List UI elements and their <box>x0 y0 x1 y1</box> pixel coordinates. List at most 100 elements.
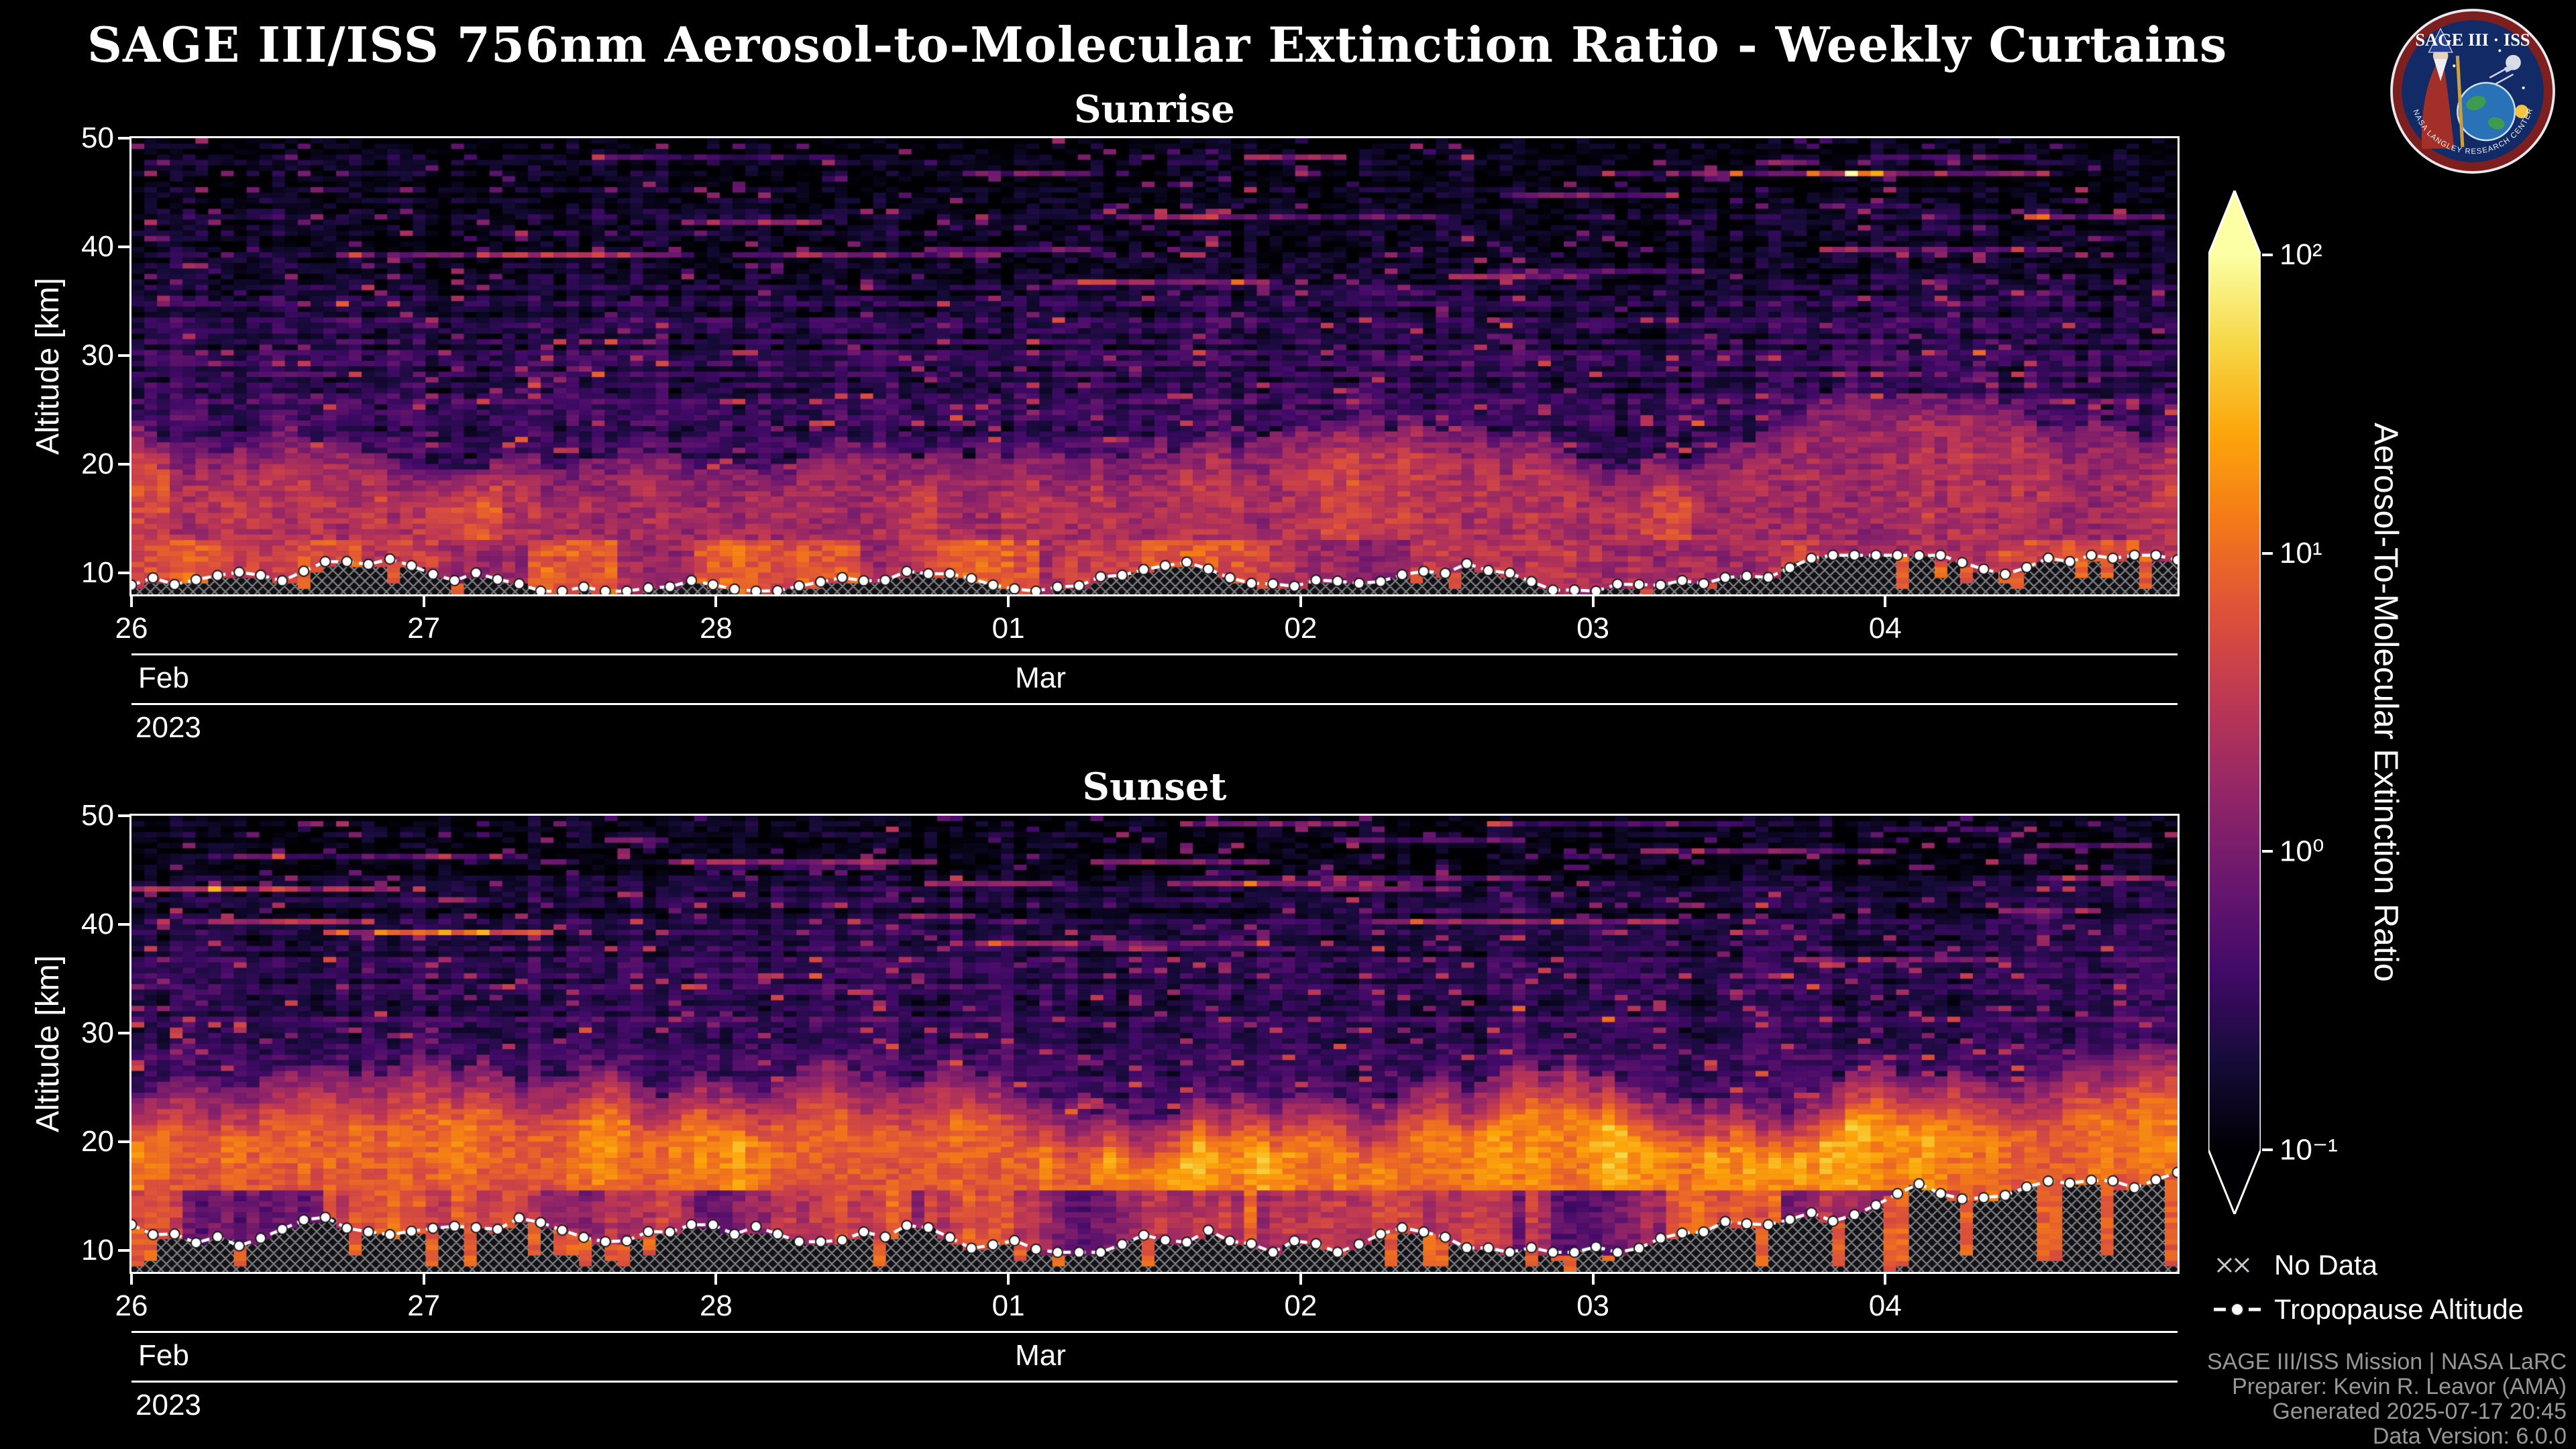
y-tick-mark <box>118 1140 131 1143</box>
y-tick-mark <box>118 354 131 357</box>
y-tick-label: 40 <box>81 229 114 263</box>
legend-label: No Data <box>2274 1249 2378 1281</box>
panel-title: Sunrise <box>1074 87 1235 131</box>
footer-line: Generated 2025-07-17 20:45 <box>2272 1399 2567 1424</box>
x-tick-label: 02 <box>1284 612 1318 645</box>
y-axis-label: Altitude [km] <box>30 277 66 455</box>
y-tick-label: 30 <box>81 338 114 372</box>
footer-line: SAGE III/ISS Mission | NASA LaRC <box>2206 1349 2567 1375</box>
panel-title: Sunset <box>1082 765 1227 809</box>
sunset-panel: Sunset Altitude [km] 2023 10 20 30 40 50 26 27… <box>0 763 2576 1429</box>
y-tick-mark <box>118 814 131 817</box>
x-tick-mark <box>1591 596 1595 607</box>
month-label: Feb <box>138 661 189 694</box>
x-tick-mark <box>1884 1274 1887 1285</box>
date-axis-separator <box>131 653 2178 655</box>
y-tick-label: 10 <box>81 555 114 589</box>
x-tick-label: 04 <box>1868 1289 1902 1322</box>
patch-star <box>2453 64 2456 68</box>
date-axis-separator <box>131 1381 2178 1383</box>
legend-item-no-data: No Data <box>2214 1249 2524 1281</box>
x-tick-label: 01 <box>991 612 1025 645</box>
date-axis-separator <box>131 1331 2178 1333</box>
patch-title-text: SAGE III · ISS <box>2415 30 2530 50</box>
colorbar-tick-label: 10² <box>2279 238 2322 271</box>
x-tick-label: 28 <box>699 612 733 645</box>
colorbar-extend-arrow-bottom <box>2208 1150 2261 1214</box>
x-tick-label: 01 <box>991 1289 1025 1322</box>
x-tick-mark <box>714 596 718 607</box>
y-tick-mark <box>118 571 131 574</box>
y-tick-label: 10 <box>81 1233 114 1267</box>
x-tick-label: 03 <box>1576 612 1610 645</box>
legend: No Data Tropopause Altitude <box>2214 1249 2524 1326</box>
date-axis-separator <box>131 703 2178 705</box>
patch-earth-land <box>2466 95 2486 111</box>
x-tick-label: 26 <box>115 612 148 645</box>
x-tick-mark <box>1007 1274 1010 1285</box>
x-tick-label: 27 <box>407 612 441 645</box>
x-tick-label: 27 <box>407 1289 441 1322</box>
colorbar-extend-arrow-top <box>2208 191 2261 255</box>
y-tick-mark <box>118 922 131 926</box>
patch-star <box>2522 86 2525 89</box>
patch-star <box>2498 49 2502 52</box>
patch-sun <box>2515 105 2529 119</box>
y-tick-label: 30 <box>81 1016 114 1049</box>
footer-line: Preparer: Kevin R. Leavor (AMA) <box>2232 1374 2567 1399</box>
footer-line: Data Version: 6.0.0 <box>2372 1424 2567 1449</box>
patch-iss <box>2504 64 2514 73</box>
sunrise-heatmap-canvas <box>131 138 2178 594</box>
no-data-swatch-icon <box>2216 1257 2250 1273</box>
sunrise-panel: Sunrise Altitude [km] 2023 10 20 30 40 50 26 2… <box>0 86 2576 751</box>
colorbar-tick-mark <box>2262 1148 2273 1151</box>
colorbar-tick-label: 10¹ <box>2279 536 2322 570</box>
y-tick-label: 20 <box>81 1124 114 1158</box>
month-label: Mar <box>1015 661 1066 694</box>
x-tick-mark <box>1299 1274 1302 1285</box>
x-tick-mark <box>130 596 133 607</box>
y-tick-label: 40 <box>81 907 114 941</box>
month-label: Mar <box>1015 1339 1066 1372</box>
x-tick-label: 26 <box>115 1289 148 1322</box>
x-tick-label: 02 <box>1284 1289 1318 1322</box>
x-tick-mark <box>1591 1274 1595 1285</box>
y-tick-mark <box>118 245 131 248</box>
x-tick-mark <box>422 1274 425 1285</box>
colorbar-tick-mark <box>2262 551 2273 555</box>
x-tick-mark <box>422 596 425 607</box>
y-tick-mark <box>118 137 131 140</box>
x-tick-label: 04 <box>1868 612 1902 645</box>
y-tick-mark <box>118 1248 131 1252</box>
y-tick-label: 50 <box>81 121 114 154</box>
colorbar-tick-label: 10⁻¹ <box>2279 1133 2338 1167</box>
colorbar-axis-label: Aerosol-To-Molecular Extinction Ratio <box>2367 423 2405 982</box>
y-tick-mark <box>118 1031 131 1034</box>
x-tick-label: 28 <box>699 1289 733 1322</box>
colorbar-gradient <box>2209 255 2260 1150</box>
y-tick-label: 20 <box>81 447 114 480</box>
y-tick-label: 50 <box>81 799 114 832</box>
month-label: Feb <box>138 1339 189 1372</box>
x-tick-mark <box>130 1274 133 1285</box>
y-tick-mark <box>118 462 131 466</box>
colorbar-tick-mark <box>2262 254 2273 256</box>
patch-wizard-beard <box>2434 59 2448 81</box>
x-tick-mark <box>714 1274 718 1285</box>
patch-earth-land <box>2487 117 2505 130</box>
tropopause-swatch-icon <box>2214 1303 2261 1316</box>
colorbar-tick-label: 10⁰ <box>2279 835 2324 868</box>
figure-title: SAGE III/ISS 756nm Aerosol-to-Molecular … <box>87 16 2228 73</box>
x-tick-label: 03 <box>1576 1289 1610 1322</box>
year-label: 2023 <box>136 1389 201 1421</box>
sunrise-plot-area <box>129 136 2180 596</box>
patch-wizard-hat <box>2428 28 2453 53</box>
y-axis-label: Altitude [km] <box>30 955 66 1133</box>
x-tick-mark <box>1007 596 1010 607</box>
patch-wizard-robe <box>2421 62 2455 149</box>
footer-credits: SAGE III/ISS Mission | NASA LaRC Prepare… <box>2207 1350 2567 1449</box>
legend-label: Tropopause Altitude <box>2274 1293 2524 1325</box>
sunset-heatmap-canvas <box>131 816 2178 1272</box>
mission-patch-logo: SAGE III · ISS NASA LANGLEY RESEARCH CEN… <box>2390 9 2555 174</box>
